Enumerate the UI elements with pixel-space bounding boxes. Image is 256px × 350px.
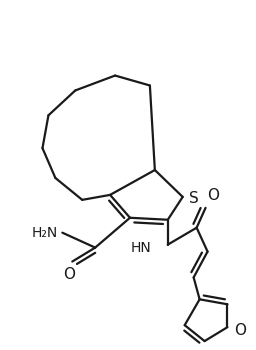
Text: O: O xyxy=(63,267,75,282)
Text: H₂N: H₂N xyxy=(31,226,57,240)
Text: HN: HN xyxy=(131,240,152,254)
Text: S: S xyxy=(189,191,198,206)
Text: O: O xyxy=(208,188,220,203)
Text: O: O xyxy=(234,323,247,338)
